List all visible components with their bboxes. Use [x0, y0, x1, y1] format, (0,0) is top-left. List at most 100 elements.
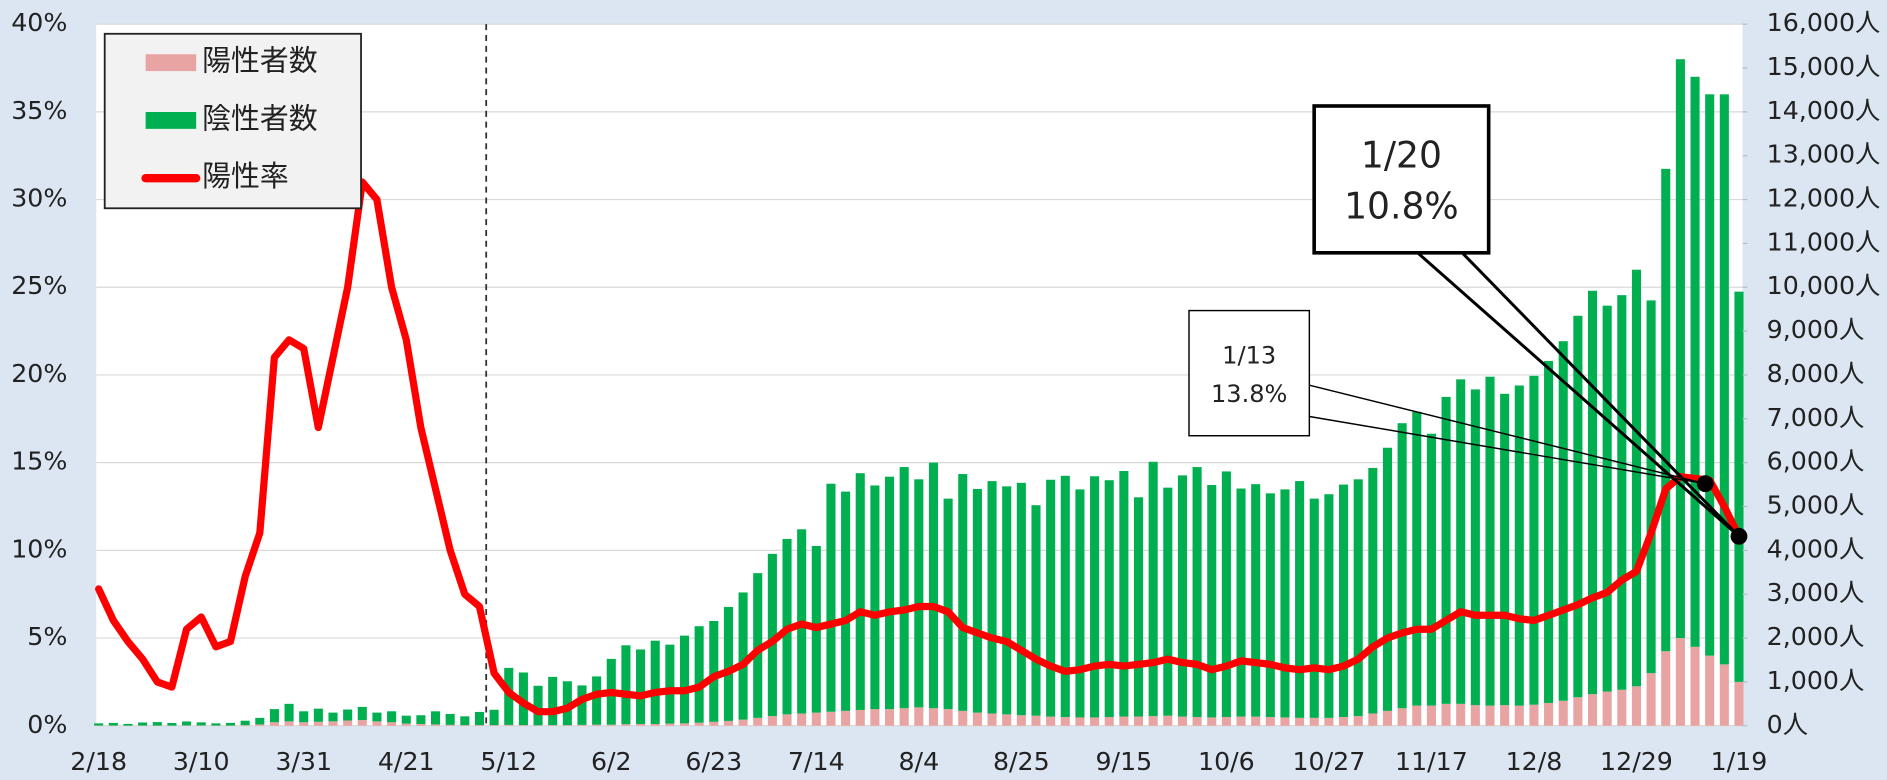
bar — [797, 713, 807, 726]
bar — [299, 722, 309, 726]
bar — [1309, 498, 1319, 718]
bar — [767, 716, 777, 726]
bar — [1295, 481, 1305, 718]
bar — [211, 723, 221, 726]
bar — [1617, 689, 1627, 726]
bar — [387, 722, 397, 726]
bar — [753, 573, 763, 718]
bar — [1060, 716, 1070, 726]
y-tick-label: 40% — [11, 8, 67, 37]
bar — [1587, 290, 1598, 695]
bar — [343, 709, 353, 721]
bar — [958, 710, 968, 726]
bar — [299, 711, 309, 723]
bar — [372, 712, 382, 722]
annotation-box — [1312, 104, 1491, 255]
bar — [1675, 638, 1685, 726]
y2-tick-label: 3,000人 — [1767, 578, 1865, 607]
bar — [1544, 702, 1554, 726]
y2-tick-label: 14,000人 — [1767, 96, 1881, 125]
y-tick-label: 30% — [11, 184, 67, 213]
bar — [1324, 717, 1334, 726]
bar — [460, 725, 470, 726]
bar — [621, 645, 631, 725]
bar — [1573, 315, 1583, 698]
bar — [1631, 269, 1641, 687]
bar — [533, 685, 543, 726]
bar — [1558, 700, 1568, 726]
y2-tick-label: 0人 — [1767, 710, 1808, 739]
callout-line — [1416, 251, 1740, 538]
bar — [899, 467, 909, 709]
y2-tick-label: 15,000人 — [1767, 52, 1881, 81]
bar — [1397, 423, 1407, 709]
bar — [811, 712, 821, 726]
bar — [723, 720, 733, 726]
bar — [606, 724, 616, 726]
bar — [1514, 705, 1524, 726]
bar — [1441, 396, 1451, 704]
bar — [1207, 485, 1217, 718]
bar — [1046, 479, 1056, 717]
bar — [1353, 479, 1363, 717]
bar — [269, 722, 279, 726]
bar — [343, 720, 353, 726]
bars — [94, 59, 1744, 726]
y2-tick-label: 9,000人 — [1767, 315, 1865, 344]
y-tick-label: 25% — [11, 271, 67, 300]
bar — [914, 479, 924, 708]
bar — [592, 676, 602, 725]
y2-tick-label: 12,000人 — [1767, 184, 1881, 213]
bar — [1002, 714, 1012, 726]
bar — [182, 721, 192, 726]
bar — [1470, 389, 1480, 706]
bar — [1397, 708, 1407, 726]
bar — [548, 676, 558, 726]
bar — [416, 715, 426, 725]
bar — [870, 709, 880, 726]
bar — [152, 722, 162, 726]
bar — [650, 640, 660, 725]
bar — [1119, 716, 1129, 726]
bar — [387, 711, 397, 723]
y2-tick-label: 7,000人 — [1767, 403, 1865, 432]
annotation-date: 1/20 — [1361, 134, 1442, 177]
bar — [255, 724, 265, 726]
bar — [1339, 484, 1349, 717]
x-tick-label: 11/17 — [1395, 747, 1468, 776]
x-tick-label: 8/4 — [898, 747, 939, 776]
bar — [1016, 482, 1026, 716]
bar — [357, 706, 367, 721]
bar — [1719, 664, 1729, 726]
bar — [1719, 94, 1729, 665]
bar — [1163, 715, 1173, 726]
bar — [841, 710, 851, 726]
bar — [1309, 717, 1319, 726]
bar — [284, 721, 294, 726]
bar — [1514, 385, 1524, 706]
bar — [1075, 717, 1085, 726]
bar — [1675, 59, 1685, 639]
bar — [1368, 467, 1378, 714]
bar — [1705, 655, 1715, 726]
x-tick-label: 8/25 — [993, 747, 1050, 776]
bar — [474, 725, 485, 726]
y-tick-label: 20% — [11, 359, 67, 388]
callout-line — [1309, 384, 1706, 485]
bar — [1046, 716, 1056, 726]
bar — [196, 722, 206, 726]
bar — [782, 714, 792, 726]
bar — [855, 473, 865, 710]
legend-swatch — [145, 54, 197, 72]
bar — [738, 592, 748, 720]
bar — [987, 713, 997, 726]
bar — [430, 724, 441, 726]
annotation-point — [1730, 527, 1748, 545]
x-tick-label: 12/8 — [1506, 747, 1563, 776]
bar — [1661, 168, 1671, 652]
bar — [1295, 717, 1305, 726]
bar — [665, 644, 675, 724]
bar — [1661, 651, 1671, 726]
bar — [914, 707, 924, 726]
